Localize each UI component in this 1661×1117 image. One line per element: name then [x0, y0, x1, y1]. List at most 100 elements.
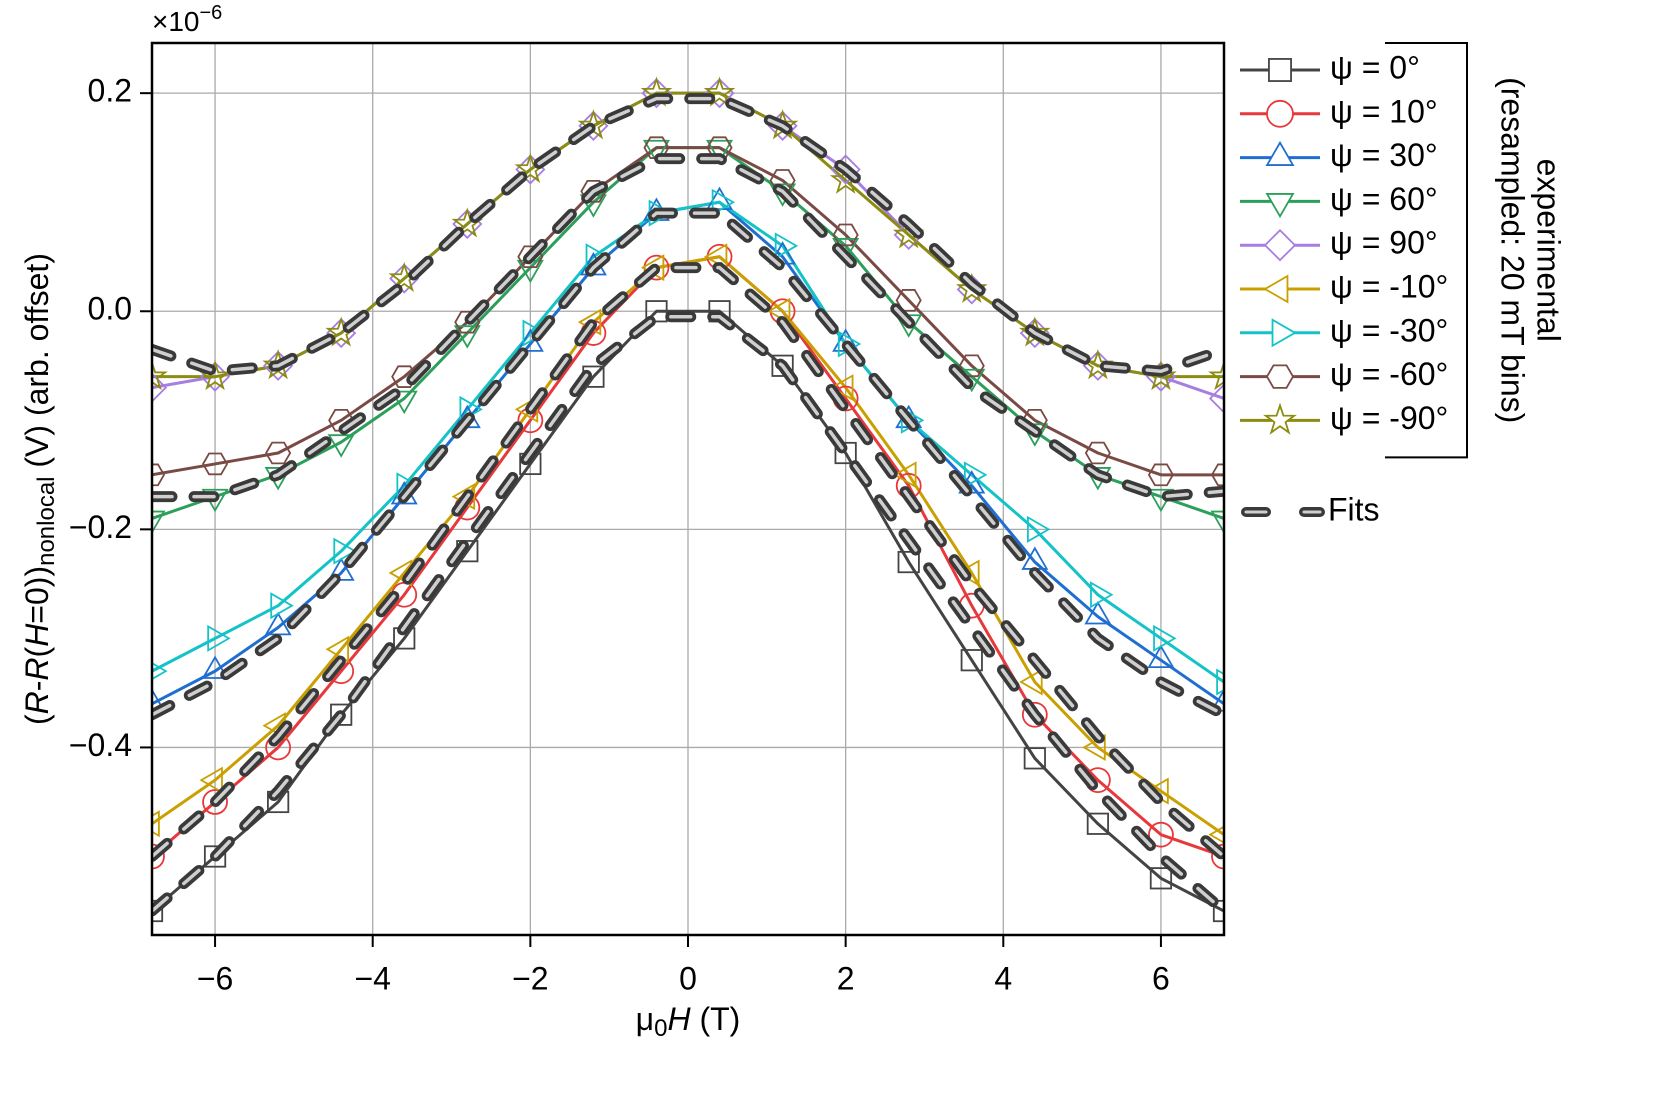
data-marker — [1021, 701, 1048, 728]
data-marker — [152, 843, 165, 870]
ylabel-part: ( — [19, 646, 55, 657]
grid — [152, 43, 1224, 935]
data-marker — [706, 139, 734, 164]
data-marker — [514, 395, 539, 423]
y-tick-label: 0.0 — [88, 291, 132, 327]
x-tick-label: −2 — [512, 960, 548, 996]
legend-label: ψ = 90° — [1330, 225, 1438, 261]
data-marker — [325, 635, 349, 663]
axis-multiplier: ×10−6 — [152, 2, 222, 37]
ylabel-part: R — [19, 691, 55, 714]
legend-marker — [1263, 274, 1289, 304]
data-marker — [1023, 747, 1046, 770]
legend-label: ψ = -30° — [1330, 312, 1448, 348]
ylabel-part: (V) (arb. offset) — [19, 253, 55, 476]
data-marker — [703, 76, 736, 107]
data-marker — [330, 703, 353, 726]
data-marker — [958, 354, 985, 378]
x-tick-label: 0 — [679, 960, 697, 996]
xlabel-part: μ — [636, 1001, 654, 1037]
legend: ψ = 0° ψ = 10° ψ = 30° ψ = 60° ψ = 90° ψ = -1… — [1240, 42, 1567, 527]
data-marker — [771, 354, 794, 377]
data-marker — [265, 441, 292, 465]
legend-marker — [1265, 140, 1295, 166]
data-marker — [1216, 668, 1224, 696]
legend-label: ψ = 0° — [1330, 49, 1420, 85]
data-marker — [1149, 867, 1173, 890]
data-marker — [963, 461, 988, 489]
legend-bracket — [1385, 42, 1468, 459]
x-tick-label: 4 — [994, 960, 1012, 996]
data-marker — [152, 360, 168, 391]
data-marker — [327, 434, 355, 458]
data-marker — [1208, 383, 1224, 414]
data-marker — [960, 649, 983, 672]
data-marker — [895, 289, 922, 312]
x-tick-label: −4 — [354, 960, 390, 996]
xlabel-part: H — [667, 1001, 691, 1037]
data-marker — [333, 537, 357, 565]
fit-curve-highlight — [152, 96, 1224, 374]
xlabel-part: (T) — [691, 1001, 741, 1037]
data-marker — [830, 374, 854, 402]
data-marker — [1210, 463, 1224, 487]
data-marker — [706, 186, 734, 211]
data-marker — [152, 810, 160, 838]
data-marker — [203, 845, 227, 868]
data-marker — [207, 624, 231, 652]
legend-label: ψ = -10° — [1330, 268, 1448, 304]
y-tick-label: 0.2 — [88, 73, 132, 109]
legend-marker — [1263, 402, 1297, 435]
data-marker — [152, 463, 166, 487]
data-marker — [1212, 899, 1224, 923]
legend-label: ψ = 30° — [1330, 137, 1438, 173]
legend-marker — [1265, 364, 1295, 389]
data-marker — [1153, 624, 1177, 652]
series-line — [152, 200, 1224, 684]
data-marker — [1208, 360, 1224, 391]
legend-marker — [1271, 318, 1297, 348]
data-marker — [152, 662, 168, 681]
x-axis-label: μ0H (T) — [636, 1001, 741, 1041]
ylabel-part: H — [19, 623, 55, 647]
data-marker — [391, 365, 418, 388]
data-marker — [270, 592, 294, 620]
data-marker — [1082, 733, 1106, 761]
legend-marker — [1263, 228, 1297, 262]
data-marker — [711, 188, 736, 216]
data-marker — [453, 325, 481, 349]
data-marker — [390, 390, 418, 415]
fit-curve-highlight — [152, 314, 1224, 913]
legend-group-label: (resampled: 20 mT bins) — [1495, 77, 1531, 423]
data-marker — [645, 300, 668, 323]
legend-label: ψ = 60° — [1330, 181, 1438, 217]
data-marker — [642, 139, 670, 164]
data-marker — [1084, 600, 1112, 625]
ylabel-part: ( — [19, 714, 55, 725]
data-marker — [1148, 821, 1174, 848]
y-tick-label: −0.4 — [69, 727, 132, 763]
plot-area — [152, 76, 1224, 923]
data-marker — [202, 789, 228, 815]
data-marker — [1208, 825, 1224, 844]
data-marker — [1147, 463, 1174, 487]
ylabel-part: =0)) — [19, 566, 55, 624]
legend-marker — [1268, 58, 1292, 82]
legend-marker — [1265, 193, 1295, 219]
data-marker — [897, 550, 920, 574]
data-marker — [1019, 668, 1043, 696]
data-marker — [152, 510, 166, 535]
data-marker — [580, 180, 607, 203]
y-axis-label: (R-R(H=0))nonlocal (V) (arb. offset) — [19, 253, 59, 725]
data-marker — [1084, 441, 1111, 465]
multiplier-base: ×10 — [152, 6, 200, 37]
x-tick-label: −6 — [197, 960, 233, 996]
data-marker — [834, 441, 857, 465]
legend-label: ψ = -60° — [1330, 356, 1448, 392]
data-marker — [893, 461, 917, 489]
x-tick-label: 2 — [837, 960, 855, 996]
data-marker — [1210, 510, 1224, 535]
data-marker — [1210, 688, 1224, 712]
